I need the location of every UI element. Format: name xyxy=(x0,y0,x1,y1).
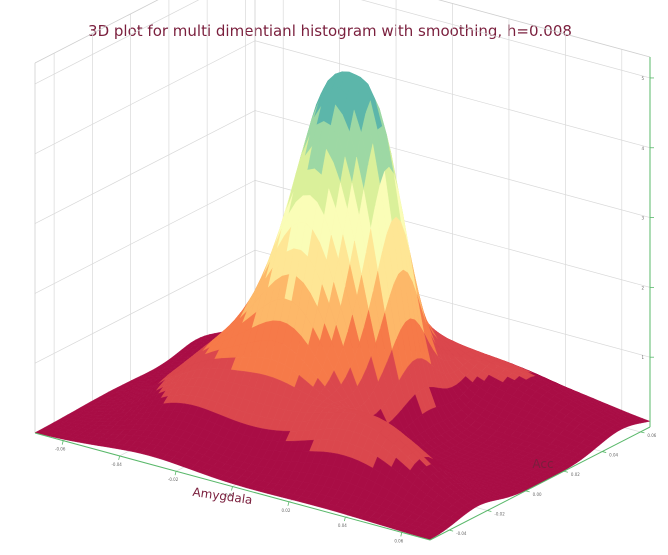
x-tick xyxy=(118,455,121,461)
y-tick xyxy=(602,451,607,453)
x-tick-label: 0.06 xyxy=(394,538,403,543)
y-tick-label: 0.02 xyxy=(571,472,580,477)
pane-edge xyxy=(34,0,159,64)
surface-mesh xyxy=(34,71,651,540)
x-tick-label: 0.02 xyxy=(281,508,290,513)
x-tick-label: 0.00 xyxy=(225,493,234,498)
y-tick xyxy=(640,431,645,434)
left-wall-gridline-z xyxy=(34,249,256,364)
left-wall-gridline-z xyxy=(34,0,200,85)
y-tick-label: 0.06 xyxy=(647,433,656,438)
y-tick-label: 0.00 xyxy=(533,492,542,497)
x-tick xyxy=(400,532,403,537)
y-tick xyxy=(449,529,454,532)
x-tick xyxy=(343,516,346,522)
y-tick xyxy=(487,510,492,512)
left-wall-gridline-z xyxy=(34,40,256,155)
x-tick-label: 0.04 xyxy=(338,523,347,528)
z-tick-label: 1 xyxy=(641,355,644,360)
z-tick-label: 4 xyxy=(641,146,644,151)
y-tick-label: -0.02 xyxy=(494,512,505,517)
chart-title: 3D plot for multi dimentianl histogram w… xyxy=(88,22,572,40)
y-tick xyxy=(563,470,569,473)
y-tick-label: 0.04 xyxy=(609,453,618,458)
x-tick-label: -0.02 xyxy=(168,477,179,482)
x-tick xyxy=(174,471,177,476)
plot-axes: -0.06 -0.04 -0.02 0.00 0.02 0.04 0.06 -0.04 -0.0… xyxy=(34,57,657,543)
left-wall-gridline-z xyxy=(34,180,256,294)
x-tick xyxy=(231,486,233,491)
z-tick-label: 3 xyxy=(641,216,644,221)
x-tick xyxy=(287,501,290,506)
z-tick-label: 2 xyxy=(641,285,644,290)
y-tick xyxy=(525,490,530,493)
x-tick-label: -0.06 xyxy=(55,447,66,452)
z-tick-label: 5 xyxy=(641,76,644,81)
x-tick-label: -0.04 xyxy=(111,462,122,467)
left-wall-gridline-z xyxy=(34,110,256,224)
y-axis-line xyxy=(429,426,651,541)
y-tick-label: -0.04 xyxy=(456,531,467,536)
x-tick xyxy=(61,440,64,445)
pane-edge xyxy=(438,0,651,58)
y-axis-label: Acc xyxy=(532,457,553,471)
x-axis-label: Amygdala xyxy=(192,485,254,507)
